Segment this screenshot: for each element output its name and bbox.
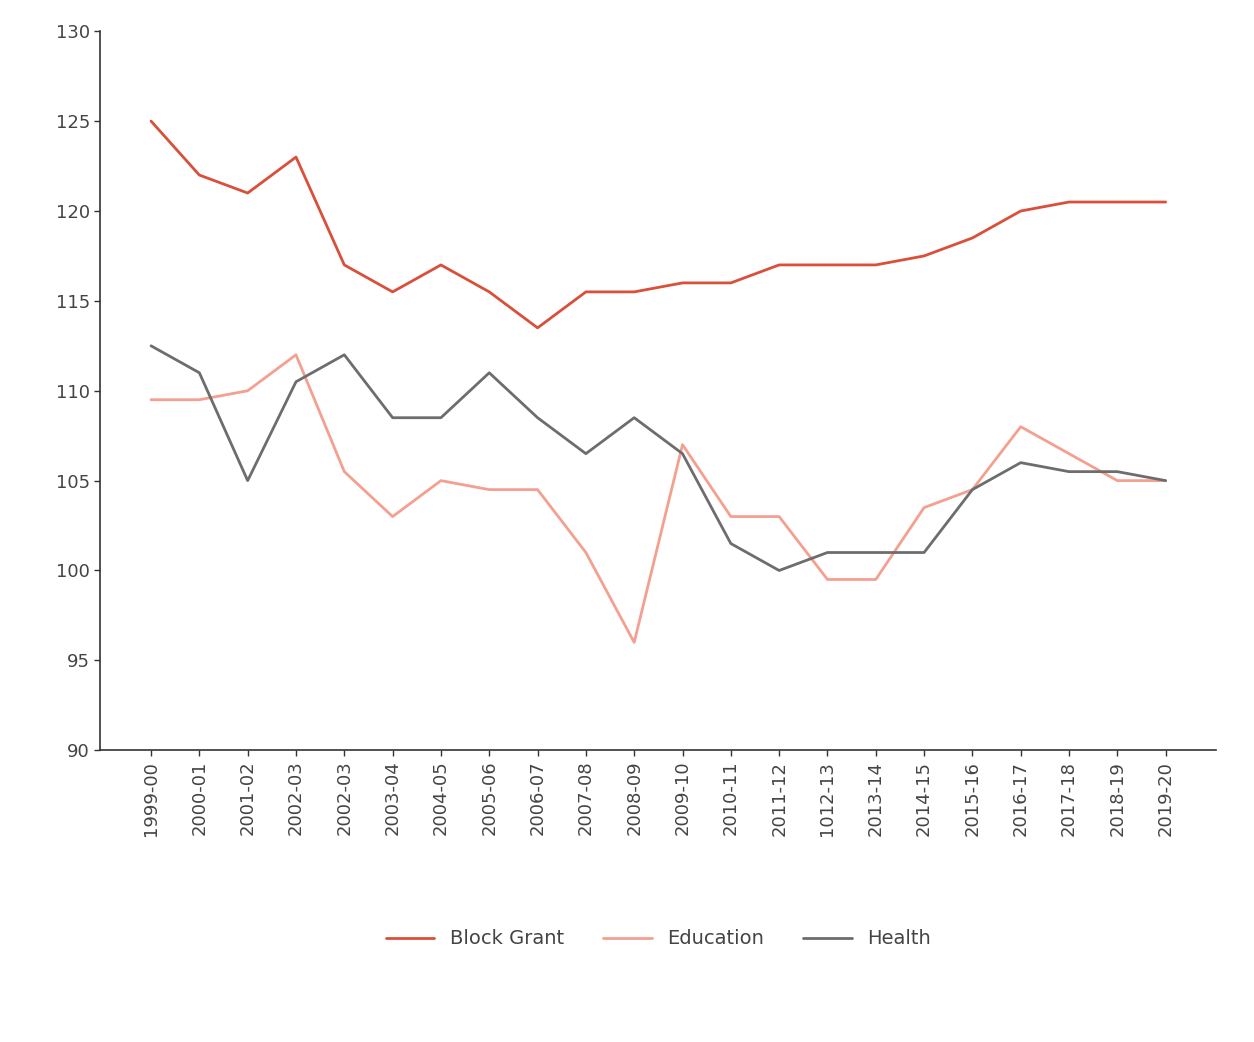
Block Grant <box>771 258 786 271</box>
Education <box>724 511 739 523</box>
Health <box>771 564 786 576</box>
Health <box>627 412 642 424</box>
Block Grant <box>820 258 835 271</box>
Education <box>530 483 545 496</box>
Education <box>771 511 786 523</box>
Block Grant <box>482 286 497 298</box>
Health <box>724 538 739 550</box>
Health <box>675 447 690 460</box>
Education <box>192 394 207 406</box>
Education <box>964 483 979 496</box>
Block Grant <box>675 276 690 289</box>
Education <box>241 384 256 397</box>
Block Grant <box>627 286 642 298</box>
Health <box>385 412 400 424</box>
Block Grant <box>964 231 979 244</box>
Block Grant <box>724 276 739 289</box>
Health <box>1110 466 1125 478</box>
Education <box>820 573 835 586</box>
Health <box>868 546 883 559</box>
Block Grant <box>1061 196 1076 208</box>
Education <box>385 511 400 523</box>
Health <box>820 546 835 559</box>
Block Grant <box>288 151 303 164</box>
Health <box>143 340 158 352</box>
Health <box>964 483 979 496</box>
Block Grant <box>337 258 352 271</box>
Education <box>627 636 642 648</box>
Education <box>917 501 932 514</box>
Line: Health: Health <box>150 346 1166 570</box>
Block Grant <box>578 286 593 298</box>
Health <box>192 367 207 379</box>
Education <box>868 573 883 586</box>
Health <box>434 412 449 424</box>
Education <box>1159 474 1174 487</box>
Block Grant <box>434 258 449 271</box>
Block Grant <box>917 250 932 263</box>
Health <box>1061 466 1076 478</box>
Line: Education: Education <box>150 354 1166 642</box>
Education <box>1061 447 1076 460</box>
Block Grant <box>241 187 256 199</box>
Education <box>1110 474 1125 487</box>
Education <box>482 483 497 496</box>
Line: Block Grant: Block Grant <box>150 121 1166 328</box>
Block Grant <box>1013 204 1028 217</box>
Education <box>337 466 352 478</box>
Health <box>1013 456 1028 469</box>
Health <box>288 375 303 388</box>
Health <box>530 412 545 424</box>
Block Grant <box>192 169 207 181</box>
Education <box>434 474 449 487</box>
Block Grant <box>1159 196 1174 208</box>
Block Grant <box>530 322 545 334</box>
Education <box>675 439 690 451</box>
Health <box>578 447 593 460</box>
Health <box>917 546 932 559</box>
Education <box>1013 420 1028 432</box>
Legend: Block Grant, Education, Health: Block Grant, Education, Health <box>377 922 939 957</box>
Education <box>578 546 593 559</box>
Block Grant <box>385 286 400 298</box>
Health <box>1159 474 1174 487</box>
Block Grant <box>868 258 883 271</box>
Education <box>288 348 303 361</box>
Health <box>241 474 256 487</box>
Health <box>482 367 497 379</box>
Education <box>143 394 158 406</box>
Block Grant <box>1110 196 1125 208</box>
Block Grant <box>143 115 158 127</box>
Health <box>337 348 352 361</box>
